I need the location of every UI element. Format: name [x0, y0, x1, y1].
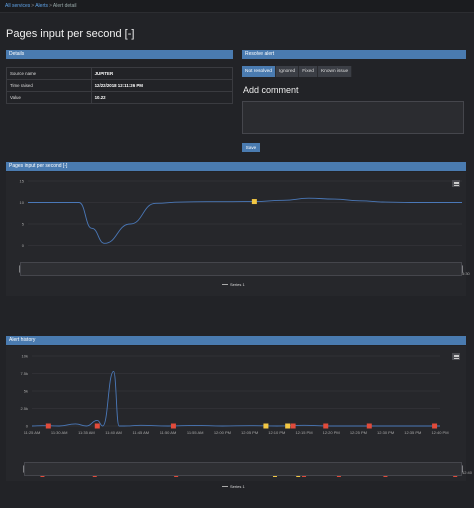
- details-label: Value: [6, 91, 92, 104]
- x-tick-label: 11:40 AM: [105, 430, 122, 435]
- y-tick-label: 5: [22, 222, 25, 227]
- x-tick-label: 12:05 PM: [241, 430, 258, 435]
- x-tick-label: 11:55 AM: [187, 430, 204, 435]
- status-not-resolved-button[interactable]: Not resolved: [242, 66, 276, 77]
- alert-marker: [432, 423, 438, 429]
- x-tick-label: 12:35 PM: [404, 430, 421, 435]
- chart2-navigator[interactable]: [24, 462, 462, 476]
- alert-marker: [323, 423, 329, 429]
- legend-line-icon: [222, 284, 228, 286]
- y-tick-label: 7.5k: [20, 371, 28, 376]
- add-comment-title: Add comment: [243, 85, 299, 95]
- series-line: [28, 197, 462, 244]
- status-fixed-button[interactable]: Fixed: [299, 66, 318, 77]
- resolve-alert-header: Resolve alert: [242, 50, 466, 59]
- navigator-tick-label: 12:40: [462, 470, 473, 475]
- x-tick-label: 11:25 AM: [24, 430, 41, 435]
- chart2-header: Alert history: [6, 336, 466, 345]
- breadcrumb-item-all-services[interactable]: All services: [5, 3, 31, 9]
- y-tick-label: 15: [20, 179, 25, 184]
- alert-marker: [263, 423, 269, 429]
- alert-marker: [366, 423, 372, 429]
- x-tick-label: 12:40 PM: [431, 430, 448, 435]
- status-ignored-button[interactable]: Ignored: [275, 66, 300, 77]
- chart1-legend[interactable]: Series 1: [222, 282, 245, 287]
- x-tick-label: 12:20 PM: [323, 430, 340, 435]
- x-tick-label: 11:35 AM: [78, 430, 95, 435]
- save-button[interactable]: Save: [242, 143, 260, 152]
- breadcrumb-separator: >: [49, 3, 52, 9]
- status-button-group: Not resolved Ignored Fixed Known issue: [242, 66, 353, 77]
- legend-line-icon: [222, 486, 228, 488]
- x-tick-label: 12:25 PM: [350, 430, 367, 435]
- top-bar: All services>Alerts>Alert detail: [0, 0, 474, 13]
- x-tick-label: 11:30 AM: [51, 430, 68, 435]
- chart2-legend[interactable]: Series 1: [222, 484, 245, 489]
- page-title: Pages input per second [-]: [6, 28, 135, 40]
- y-tick-label: 5k: [24, 389, 28, 394]
- y-tick-label: 10: [20, 200, 25, 205]
- breadcrumb-item-current: Alert detail: [52, 3, 77, 9]
- breadcrumb-separator: >: [31, 3, 35, 9]
- chart2-legend-label: Series 1: [230, 484, 245, 489]
- y-tick-label: 0: [26, 424, 29, 429]
- y-tick-label: 10k: [22, 354, 28, 359]
- alert-marker: [290, 423, 296, 429]
- x-tick-label: 12:30 PM: [377, 430, 394, 435]
- alert-marker: [170, 423, 176, 429]
- alert-marker: [45, 423, 51, 429]
- chart1-menu-icon[interactable]: [452, 180, 460, 187]
- breadcrumb: All services>Alerts>Alert detail: [5, 3, 77, 9]
- y-tick-label: 2.5k: [20, 406, 28, 411]
- details-header: Details: [6, 50, 233, 59]
- alert-marker: [94, 423, 100, 429]
- chart1-legend-label: Series 1: [230, 282, 245, 287]
- chart1-navigator[interactable]: [20, 262, 462, 276]
- series-line: [31, 370, 440, 427]
- x-tick-label: 11:45 AM: [132, 430, 149, 435]
- chart1-header: Pages input per second [-]: [6, 162, 466, 171]
- details-table: Source name JUPITER Time raised 12/22/20…: [6, 67, 234, 104]
- x-tick-label: 12:15:30: [454, 271, 470, 276]
- x-tick-label: 12:10 PM: [268, 430, 285, 435]
- x-tick-label: 11:50 AM: [160, 430, 177, 435]
- comment-textarea[interactable]: [242, 101, 464, 134]
- details-value: 10.22: [90, 91, 234, 104]
- chart2-menu-icon[interactable]: [452, 353, 460, 360]
- breadcrumb-item-alerts[interactable]: Alerts: [35, 3, 48, 9]
- x-tick-label: 12:00 PM: [214, 430, 231, 435]
- status-known-issue-button[interactable]: Known issue: [317, 66, 353, 77]
- chart2-area: [6, 346, 466, 481]
- alert-marker: [285, 423, 291, 429]
- y-tick-label: 0: [22, 243, 25, 248]
- alert-marker: [251, 199, 257, 205]
- table-row: Value 10.22: [6, 91, 234, 104]
- x-tick-label: 12:15 PM: [295, 430, 312, 435]
